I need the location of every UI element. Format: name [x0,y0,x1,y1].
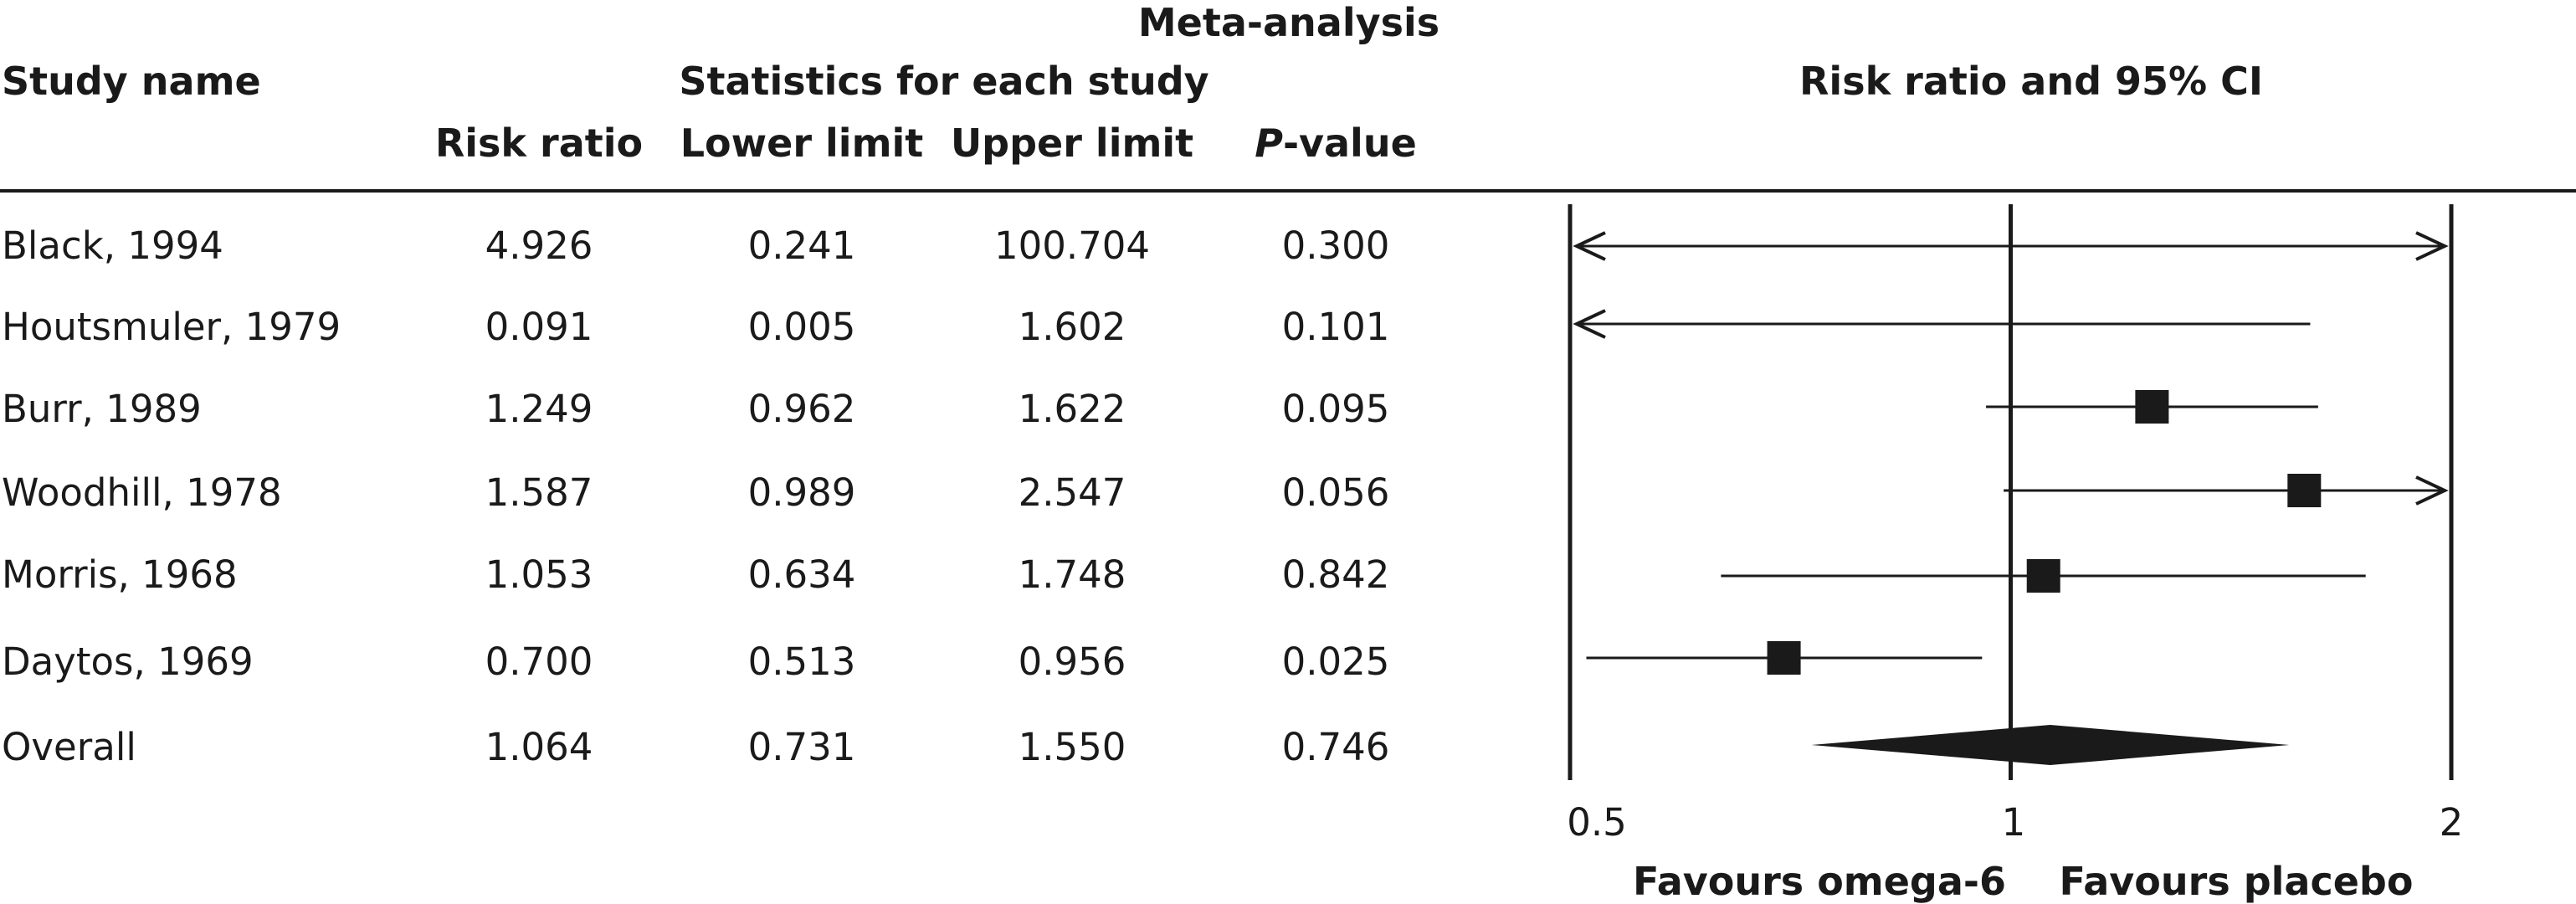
lower-limit-value: 0.634 [747,552,856,597]
ci-arrow-right [2415,231,2449,261]
x-tick-label-1: 1 [2001,800,2026,845]
risk-ratio-value: 0.091 [485,305,593,349]
lower-limit-value: 0.962 [747,387,856,431]
risk-ratio-value: 4.926 [485,223,593,268]
upper-limit-value: 100.704 [993,223,1151,268]
study-name: Black, 1994 [2,223,223,268]
ci-arrow-right [2415,475,2449,506]
lower-limit-value: 0.005 [747,305,856,349]
upper-limit-value: 1.602 [1018,305,1126,349]
point-estimate-square [2287,474,2322,507]
risk-ratio-value: 1.249 [485,387,593,431]
lower-limit-header: Lower limit [680,121,924,166]
ci-arrow-left [1573,309,1606,339]
p-value: 0.300 [1281,223,1390,268]
study-name: Houtsmuler, 1979 [2,305,341,349]
point-estimate-square [2135,390,2169,424]
favours-right-label: Favours placebo [2059,859,2414,904]
favours-left-label: Favours omega-6 [1633,859,2006,904]
upper-limit-value: 1.622 [1018,387,1126,431]
upper-limit-header: Upper limit [950,121,1194,166]
lower-limit-value: 0.989 [747,470,856,515]
risk-ratio-value: 1.587 [485,470,593,515]
point-estimate-square [1767,641,1801,675]
point-estimate-square [2026,559,2060,593]
study-name: Overall [2,725,136,769]
p-value: 0.746 [1281,725,1390,769]
p-value: 0.842 [1281,552,1390,597]
risk-ratio-value: 0.700 [485,639,593,684]
lower-limit-value: 0.513 [747,639,856,684]
x-tick-label-2: 2 [2439,800,2464,845]
risk-ratio-header: Risk ratio [434,121,644,166]
stats-group-header: Statistics for each study [679,59,1209,104]
upper-limit-value: 1.550 [1018,725,1126,769]
p-value: 0.101 [1281,305,1390,349]
plot-group-header: Risk ratio and 95% CI [1799,59,2263,104]
risk-ratio-value: 1.064 [485,725,593,769]
ci-arrow-left [1573,231,1606,261]
header-rule [0,189,2576,193]
p-value: 0.025 [1281,639,1390,684]
p-value: 0.056 [1281,470,1390,515]
study-name-header: Study name [2,59,261,104]
upper-limit-value: 2.547 [1018,470,1126,515]
lower-limit-value: 0.241 [747,223,856,268]
upper-limit-value: 0.956 [1018,639,1126,684]
p-value: 0.095 [1281,387,1390,431]
x-tick-label-0.5: 0.5 [1567,800,1627,845]
study-name: Daytos, 1969 [2,639,254,684]
study-name: Burr, 1989 [2,387,202,431]
overall-diamond [1811,725,2290,765]
p-value-header: P-value [1255,124,1417,162]
study-name: Morris, 1968 [2,552,238,597]
p-value-header-rest: -value [1282,121,1417,166]
upper-limit-value: 1.748 [1018,552,1126,597]
chart-title: Meta-analysis [1137,0,1440,45]
risk-ratio-value: 1.053 [485,552,593,597]
lower-limit-value: 0.731 [747,725,856,769]
p-value-header-italic: P [1255,121,1283,166]
study-name: Woodhill, 1978 [2,470,282,515]
